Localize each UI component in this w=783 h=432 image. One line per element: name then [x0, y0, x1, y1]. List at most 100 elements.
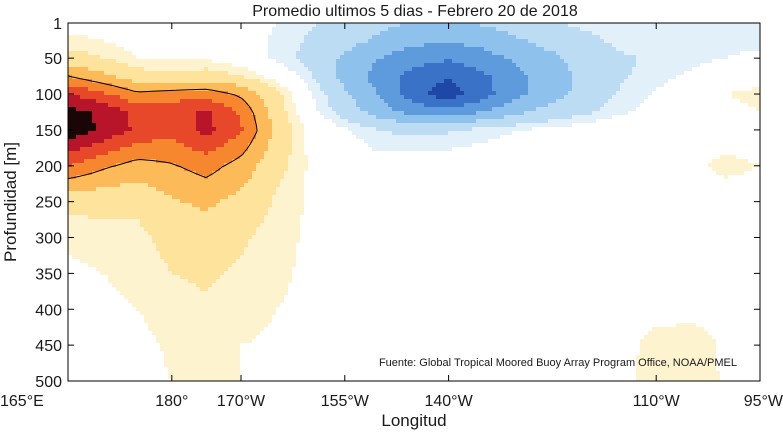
contour-cell: [756, 55, 760, 60]
contour-cell: [264, 103, 269, 108]
contour-cell: [348, 99, 353, 104]
contour-cell: [344, 43, 349, 48]
contour-cell: [620, 91, 625, 96]
contour-cell: [176, 63, 181, 68]
contour-cell: [212, 95, 217, 100]
contour-cell: [556, 135, 561, 140]
contour-cell: [532, 79, 537, 84]
contour-cell: [732, 123, 737, 128]
contour-cell: [116, 55, 121, 60]
contour-cell: [504, 131, 509, 136]
contour-cell: [676, 115, 681, 120]
contour-cell: [692, 35, 697, 40]
contour-cell: [656, 79, 661, 84]
contour-cell: [72, 31, 77, 36]
contour-cell: [196, 55, 201, 60]
contour-cell: [452, 43, 457, 48]
contour-cell: [192, 119, 197, 124]
contour-cell: [572, 79, 577, 84]
contour-cell: [104, 111, 109, 116]
contour-cell: [168, 127, 173, 132]
contour-cell: [444, 127, 449, 132]
contour-cell: [584, 31, 589, 36]
contour-cell: [84, 23, 89, 28]
contour-cell: [712, 131, 717, 136]
contour-cell: [716, 75, 721, 80]
contour-cell: [580, 59, 585, 64]
contour-cell: [268, 87, 273, 92]
contour-cell: [380, 127, 385, 132]
contour-cell: [172, 55, 177, 60]
contour-cell: [456, 115, 461, 120]
contour-cell: [288, 27, 293, 32]
contour-cell: [756, 111, 760, 116]
contour-cell: [692, 83, 697, 88]
contour-cell: [212, 63, 217, 68]
contour-cell: [164, 75, 169, 80]
contour-cell: [616, 23, 621, 28]
contour-cell: [148, 127, 153, 132]
contour-cell: [296, 63, 301, 68]
contour-cell: [676, 131, 681, 136]
contour-cell: [344, 83, 349, 88]
contour-cell: [128, 27, 133, 32]
contour-cell: [276, 119, 281, 124]
contour-cell: [684, 131, 689, 136]
contour-cell: [488, 51, 493, 56]
contour-cell: [536, 115, 541, 120]
contour-cell: [680, 99, 685, 104]
contour-cell: [680, 107, 685, 112]
contour-cell: [440, 71, 445, 76]
contour-cell: [616, 91, 621, 96]
contour-cell: [252, 75, 257, 80]
contour-cell: [712, 127, 717, 132]
contour-cell: [536, 127, 541, 132]
contour-cell: [96, 103, 101, 108]
contour-cell: [152, 87, 157, 92]
contour-cell: [344, 119, 349, 124]
contour-cell: [632, 95, 637, 100]
contour-cell: [316, 75, 321, 80]
contour-cell: [180, 83, 185, 88]
contour-cell: [224, 111, 229, 116]
contour-cell: [124, 115, 129, 120]
contour-cell: [348, 135, 353, 140]
contour-cell: [360, 47, 365, 52]
contour-cell: [672, 83, 677, 88]
contour-cell: [596, 107, 601, 112]
contour-cell: [620, 63, 625, 68]
contour-cell: [152, 71, 157, 76]
contour-cell: [168, 99, 173, 104]
contour-cell: [280, 71, 285, 76]
contour-cell: [740, 99, 745, 104]
contour-cell: [132, 27, 137, 32]
contour-cell: [716, 23, 721, 28]
contour-cell: [152, 123, 157, 128]
contour-cell: [544, 87, 549, 92]
contour-cell: [444, 47, 449, 52]
contour-cell: [156, 119, 161, 124]
contour-cell: [92, 63, 97, 68]
contour-cell: [188, 95, 193, 100]
contour-cell: [192, 111, 197, 116]
contour-cell: [492, 39, 497, 44]
contour-cell: [84, 95, 89, 100]
contour-cell: [368, 135, 373, 140]
contour-cell: [148, 131, 153, 136]
contour-cell: [192, 55, 197, 60]
contour-cell: [160, 63, 165, 68]
contour-cell: [488, 83, 493, 88]
contour-cell: [720, 91, 725, 96]
contour-cell: [372, 95, 377, 100]
contour-cell: [500, 83, 505, 88]
contour-cell: [756, 131, 760, 136]
contour-cell: [276, 127, 281, 132]
contour-cell: [200, 59, 205, 64]
contour-cell: [300, 47, 305, 52]
contour-cell: [480, 75, 485, 80]
contour-cell: [364, 35, 369, 40]
contour-cell: [484, 119, 489, 124]
contour-cell: [220, 23, 225, 28]
contour-cell: [380, 35, 385, 40]
contour-cell: [724, 79, 729, 84]
